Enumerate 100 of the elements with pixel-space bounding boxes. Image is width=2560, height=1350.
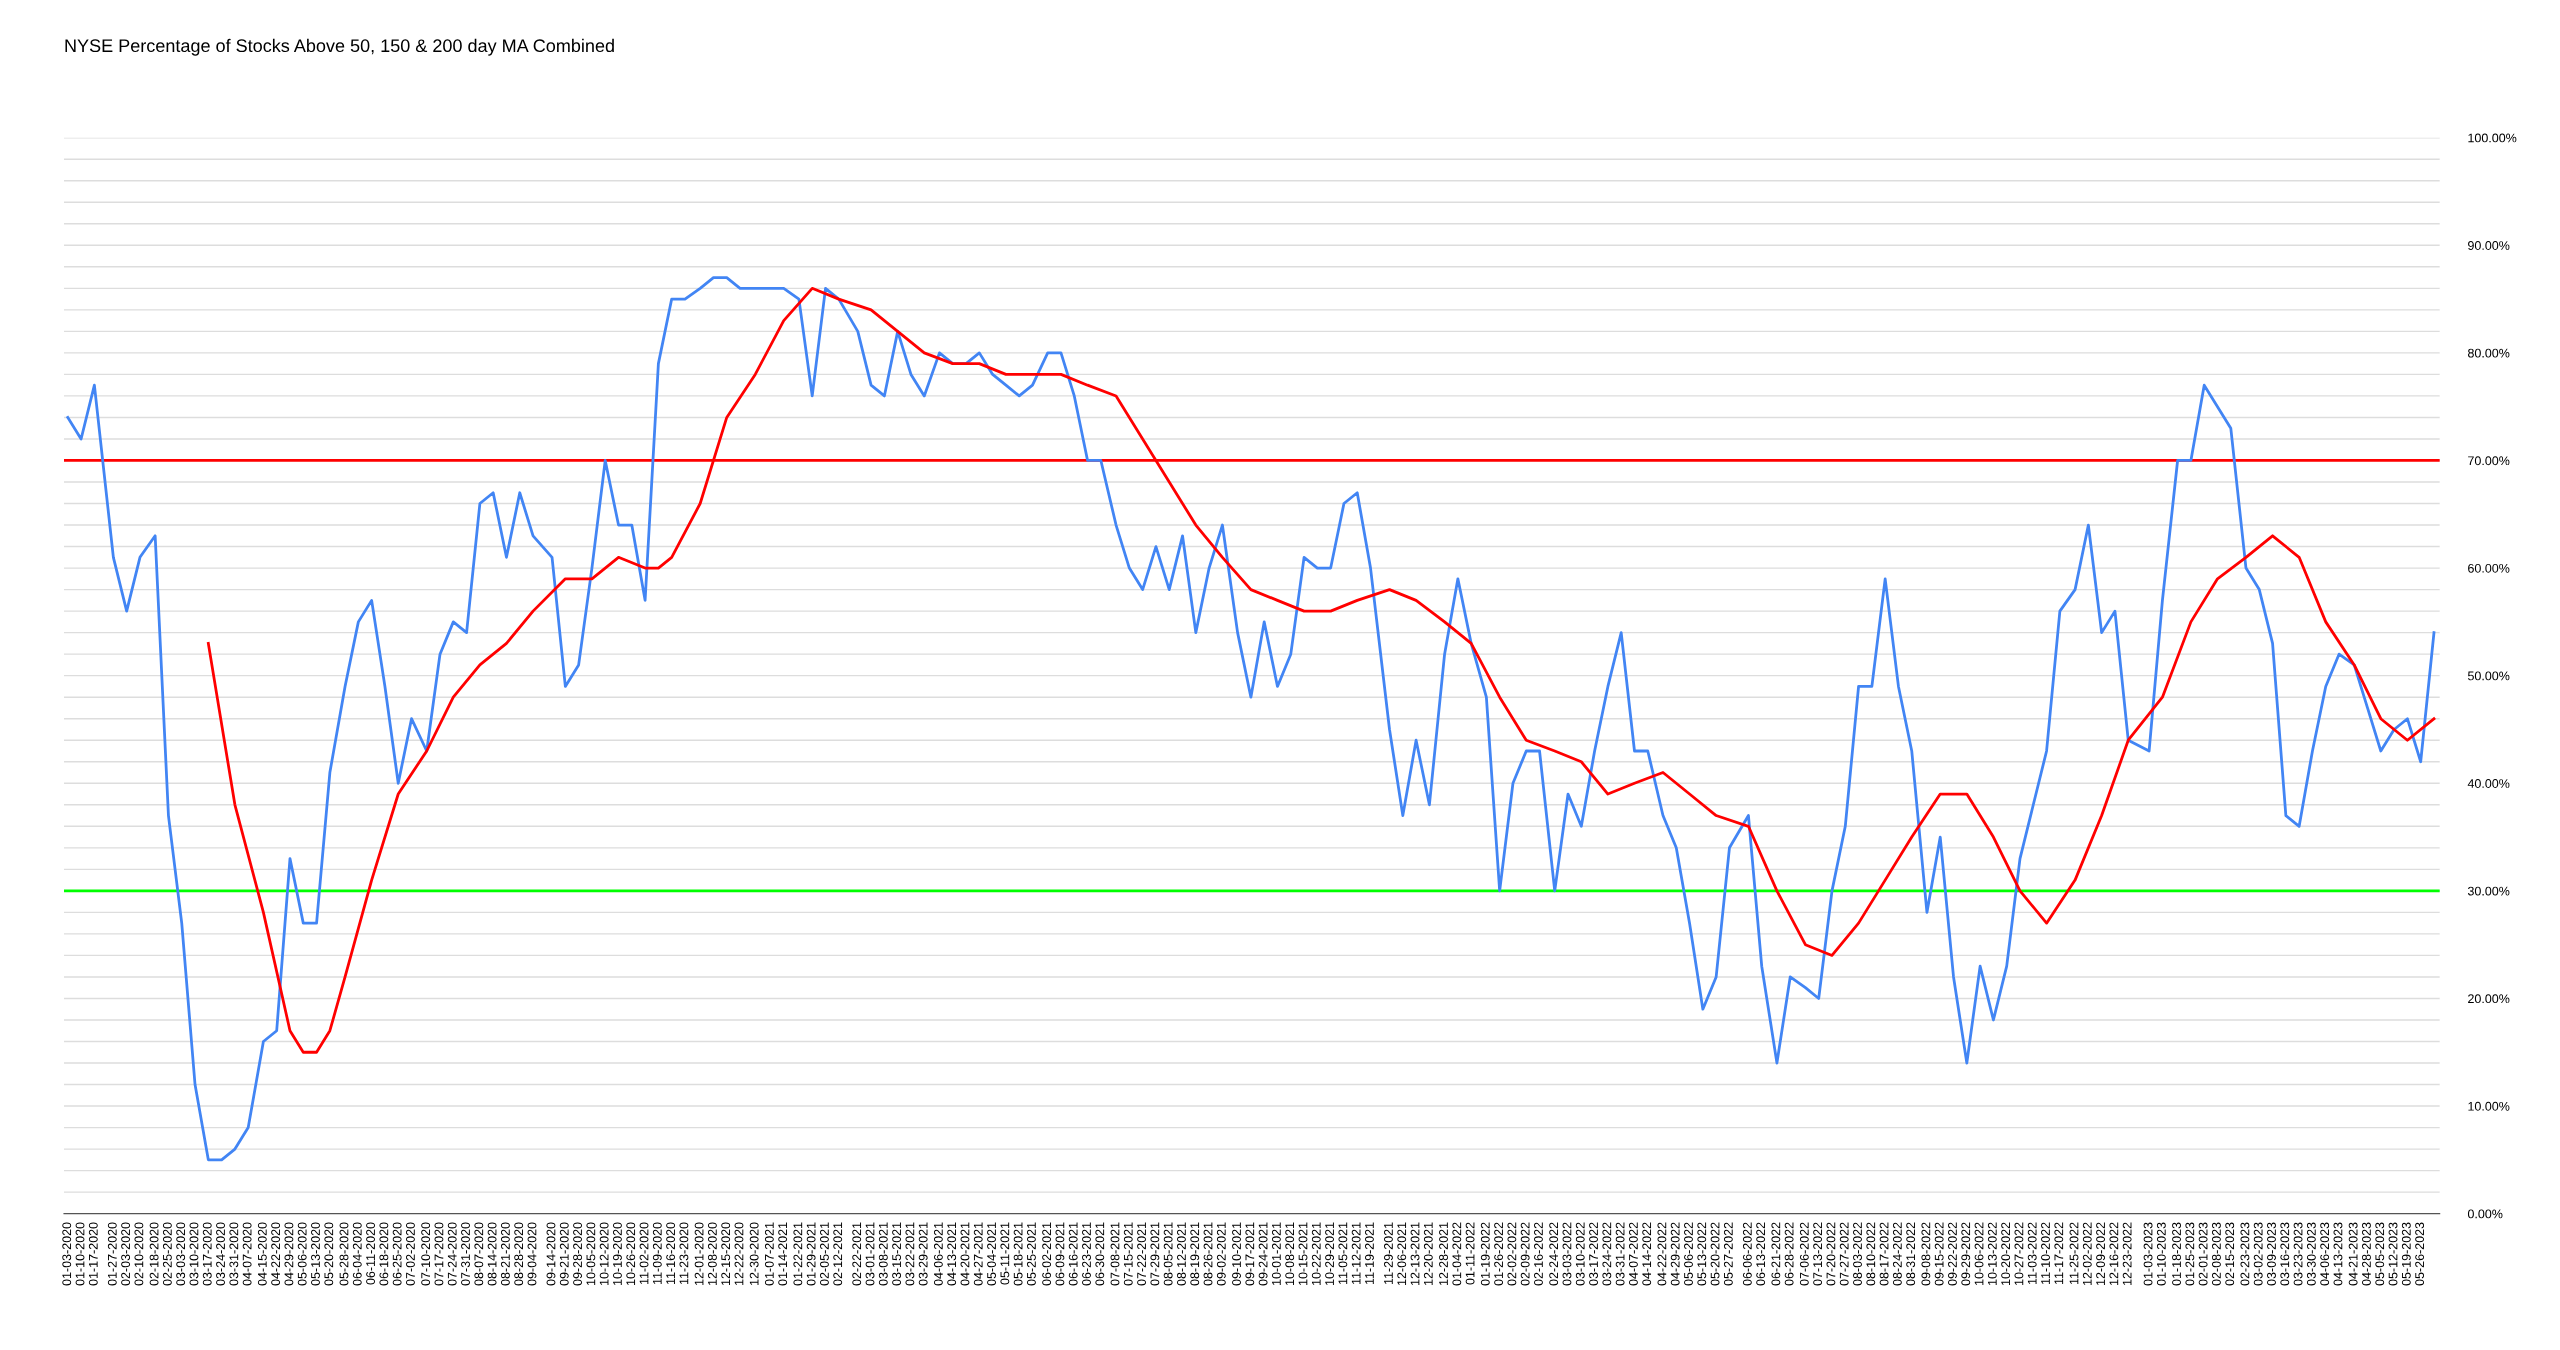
x-tick-label: 04-22-2022 [1657, 1222, 1667, 1286]
x-tick-label: 05-19-2023 [2401, 1222, 2411, 1286]
y-tick-label: 0.00% [2467, 1209, 2503, 1219]
line-series [66, 276, 2436, 1162]
y-tick-label: 70.00% [2468, 456, 2510, 466]
x-tick-label: 04-14-2022 [1642, 1222, 1652, 1286]
x-tick-label: 05-11-2021 [1000, 1222, 1010, 1285]
x-tick-label: 03-02-2023 [2253, 1222, 2263, 1286]
x-tick-label: 01-19-2022 [1480, 1222, 1490, 1286]
x-tick-label: 07-15-2021 [1123, 1222, 1133, 1286]
x-tick-label: 09-28-2020 [573, 1222, 582, 1286]
x-tick-label: 09-22-2022 [1948, 1222, 1957, 1286]
x-tick-label: 10-19-2020 [613, 1222, 622, 1285]
x-tick-label: 03-24-2022 [1602, 1222, 1612, 1286]
x-tick-label: 06-11-2020 [366, 1222, 375, 1285]
x-tick-label: 08-24-2022 [1892, 1222, 1902, 1286]
x-tick-label: 11-05-2021 [1338, 1222, 1348, 1285]
x-tick-label: 11-29-2021 [1384, 1222, 1393, 1285]
x-tick-label: 01-03-2023 [2143, 1222, 2153, 1286]
x-tick-label: 09-14-2020 [546, 1222, 556, 1286]
x-tick-label: 04-29-2020 [284, 1222, 294, 1286]
x-tick-label: 02-03-2020 [121, 1222, 131, 1286]
x-tick-label: 03-29-2021 [918, 1222, 928, 1286]
x-tick-label: 02-25-2020 [162, 1222, 172, 1286]
x-tick-label: 02-01-2023 [2198, 1222, 2208, 1286]
x-tick-label: 07-17-2020 [434, 1222, 444, 1286]
y-tick-label: 60.00% [2468, 563, 2510, 573]
x-tick-label: 12-28-2021 [1439, 1222, 1448, 1285]
x-tick-label: 11-23-2020 [679, 1222, 689, 1285]
x-tick-label: 03-17-2022 [1589, 1222, 1598, 1286]
x-tick-label: 08-03-2022 [1853, 1222, 1862, 1286]
x-tick-label: 01-18-2023 [2172, 1222, 2181, 1286]
x-tick-label: 10-27-2022 [2014, 1222, 2024, 1285]
x-tick-label: 06-06-2022 [1742, 1222, 1752, 1286]
x-tick-label: 07-22-2021 [1137, 1222, 1146, 1286]
x-tick-label: 04-29-2022 [1670, 1222, 1680, 1286]
x-tick-label: 05-12-2023 [2388, 1222, 2398, 1286]
x-tick-label: 01-22-2021 [793, 1222, 803, 1286]
x-tick-label: 01-03-2020 [62, 1222, 72, 1286]
x-tick-label: 01-25-2023 [2185, 1222, 2195, 1286]
x-tick-label: 12-30-2020 [749, 1222, 759, 1285]
x-tick-label: 10-12-2020 [599, 1222, 609, 1285]
x-tick-label: 08-26-2021 [1203, 1222, 1213, 1286]
x-tick-label: 07-31-2020 [461, 1222, 470, 1286]
x-tick-label: 05-05-2023 [2375, 1222, 2385, 1286]
x-tick-label: 12-22-2020 [734, 1222, 744, 1285]
x-tick-label: 04-13-2023 [2333, 1222, 2343, 1286]
x-tick-label: 04-15-2020 [257, 1222, 267, 1286]
x-tick-label: 02-23-2023 [2240, 1222, 2250, 1286]
x-tick-label: 01-27-2020 [107, 1222, 117, 1286]
x-tick-label: 04-07-2020 [242, 1222, 252, 1286]
x-tick-label: 09-24-2021 [1258, 1222, 1268, 1286]
x-tick-label: 07-10-2020 [421, 1222, 431, 1286]
x-tick-label: 06-18-2020 [379, 1222, 389, 1286]
x-tick-label: 12-08-2020 [707, 1222, 717, 1285]
x-tick-label: 06-23-2021 [1082, 1222, 1091, 1286]
x-tick-label: 08-07-2020 [474, 1222, 484, 1286]
x-tick-label: 06-13-2022 [1756, 1222, 1766, 1286]
x-tick-label: 05-06-2020 [297, 1222, 307, 1286]
x-tick-label: 01-17-2020 [88, 1222, 98, 1286]
x-tick-label: 02-18-2020 [149, 1222, 159, 1286]
x-tick-label: 05-06-2022 [1684, 1222, 1693, 1286]
x-tick-label: 07-02-2020 [406, 1222, 415, 1286]
x-tick-label: 01-11-2022 [1465, 1222, 1475, 1285]
x-tick-label: 11-09-2020 [652, 1222, 662, 1285]
x-tick-label: 03-30-2023 [2306, 1222, 2316, 1286]
x-tick-label: 02-22-2021 [852, 1222, 862, 1286]
x-tick-label: 07-20-2022 [1826, 1222, 1836, 1286]
x-tick-label: 05-25-2021 [1027, 1222, 1036, 1286]
x-tick-label: 11-02-2020 [639, 1222, 649, 1285]
x-tick-label: 11-12-2021 [1351, 1222, 1361, 1285]
x-tick-label: 03-10-2022 [1575, 1222, 1585, 1286]
x-tick-label: 01-10-2023 [2156, 1222, 2166, 1286]
x-tick-label: 10-05-2020 [586, 1222, 596, 1285]
x-tick-label: 03-09-2023 [2267, 1222, 2276, 1286]
y-tick-label: 40.00% [2467, 779, 2510, 788]
x-tick-label: 03-10-2020 [189, 1222, 199, 1286]
x-tick-label: 03-16-2023 [2280, 1222, 2290, 1286]
x-tick-label: 11-10-2022 [2041, 1222, 2050, 1285]
x-tick-label: 08-14-2020 [487, 1222, 497, 1286]
chart-title: NYSE Percentage of Stocks Above 50, 150 & 200 day MA Combined [65, 38, 614, 56]
x-tick-label: 01-26-2022 [1494, 1222, 1504, 1286]
x-tick-label: 10-01-2021 [1271, 1222, 1281, 1285]
x-tick-label: 02-12-2021 [833, 1222, 843, 1286]
y-tick-label: 30.00% [2467, 886, 2510, 896]
x-tick-label: 08-10-2022 [1866, 1222, 1876, 1286]
x-tick-label: 11-19-2021 [1365, 1222, 1374, 1285]
x-tick-label: 06-02-2021 [1042, 1222, 1052, 1286]
x-tick-label: 09-08-2022 [1921, 1222, 1931, 1286]
x-tick-label: 05-20-2020 [324, 1222, 334, 1286]
x-tick-label: 04-06-2021 [933, 1222, 943, 1286]
x-tick-label: 03-31-2022 [1615, 1222, 1625, 1286]
x-tick-label: 03-01-2021 [865, 1222, 875, 1286]
x-tick-label: 12-16-2022 [2109, 1222, 2119, 1285]
x-tick-label: 01-04-2022 [1452, 1222, 1462, 1286]
x-tick-label: 07-06-2022 [1799, 1222, 1809, 1286]
x-tick-label: 03-22-2021 [905, 1222, 915, 1286]
x-tick-label: 07-08-2021 [1110, 1222, 1120, 1286]
x-tick-label: 11-17-2022 [2054, 1222, 2064, 1285]
x-tick-label: 10-15-2021 [1298, 1222, 1308, 1285]
